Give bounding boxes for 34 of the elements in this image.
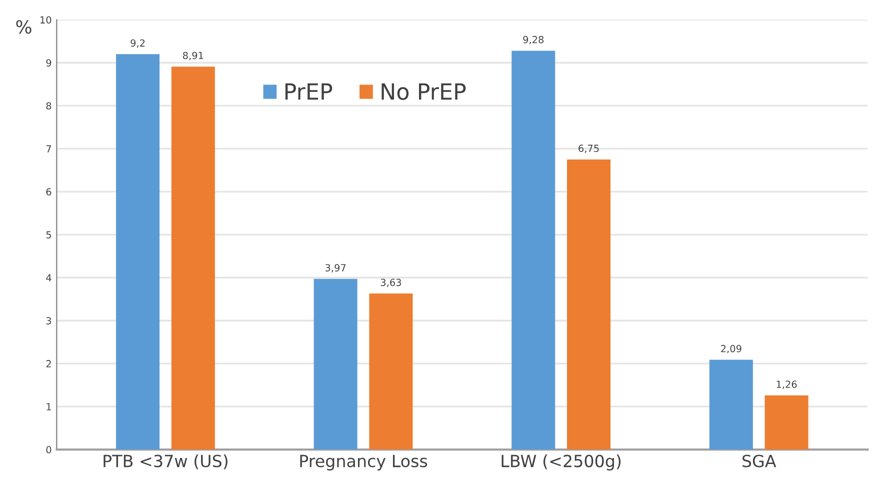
data-label: 3,97 <box>325 264 346 272</box>
x-tick-label: SGA <box>742 454 776 468</box>
x-tick-label: LBW (<2500g) <box>502 454 621 471</box>
y-tick-label: 10 <box>40 16 52 24</box>
data-label: 9,2 <box>130 39 145 48</box>
data-label: 3,63 <box>380 278 401 288</box>
bar <box>709 360 753 450</box>
y-tick-label: 6 <box>46 188 52 196</box>
y-tick-label: 2 <box>46 360 51 368</box>
y-tick-label: 3 <box>46 317 52 324</box>
bar <box>314 278 358 450</box>
y-tick-label: 9 <box>46 59 52 67</box>
y-tick-label: 1 <box>46 403 51 410</box>
bar <box>512 50 556 450</box>
y-tick-label: 5 <box>46 231 51 238</box>
bar <box>171 66 215 450</box>
y-tick-label: 8 <box>46 102 52 110</box>
y-tick-label: 0 <box>46 446 52 454</box>
data-label: 8,91 <box>182 52 204 60</box>
legend-label: No PrEP <box>382 83 466 100</box>
data-label: 6,75 <box>578 144 599 153</box>
x-tick-label: PTB <37w (US) <box>104 454 228 470</box>
x-tick-label: Pregnancy Loss <box>300 454 428 471</box>
bar <box>369 294 413 450</box>
data-label: 2,09 <box>721 344 742 354</box>
y-tick-label: 7 <box>46 145 51 152</box>
bar <box>764 395 808 450</box>
data-label: 9,28 <box>523 36 544 44</box>
y-tick-label: 4 <box>46 274 52 282</box>
bar <box>566 159 611 450</box>
bar <box>116 54 160 450</box>
legend-label: PrEP <box>285 83 332 100</box>
y-axis-title: % <box>16 20 32 34</box>
data-label: 1,26 <box>776 380 797 389</box>
